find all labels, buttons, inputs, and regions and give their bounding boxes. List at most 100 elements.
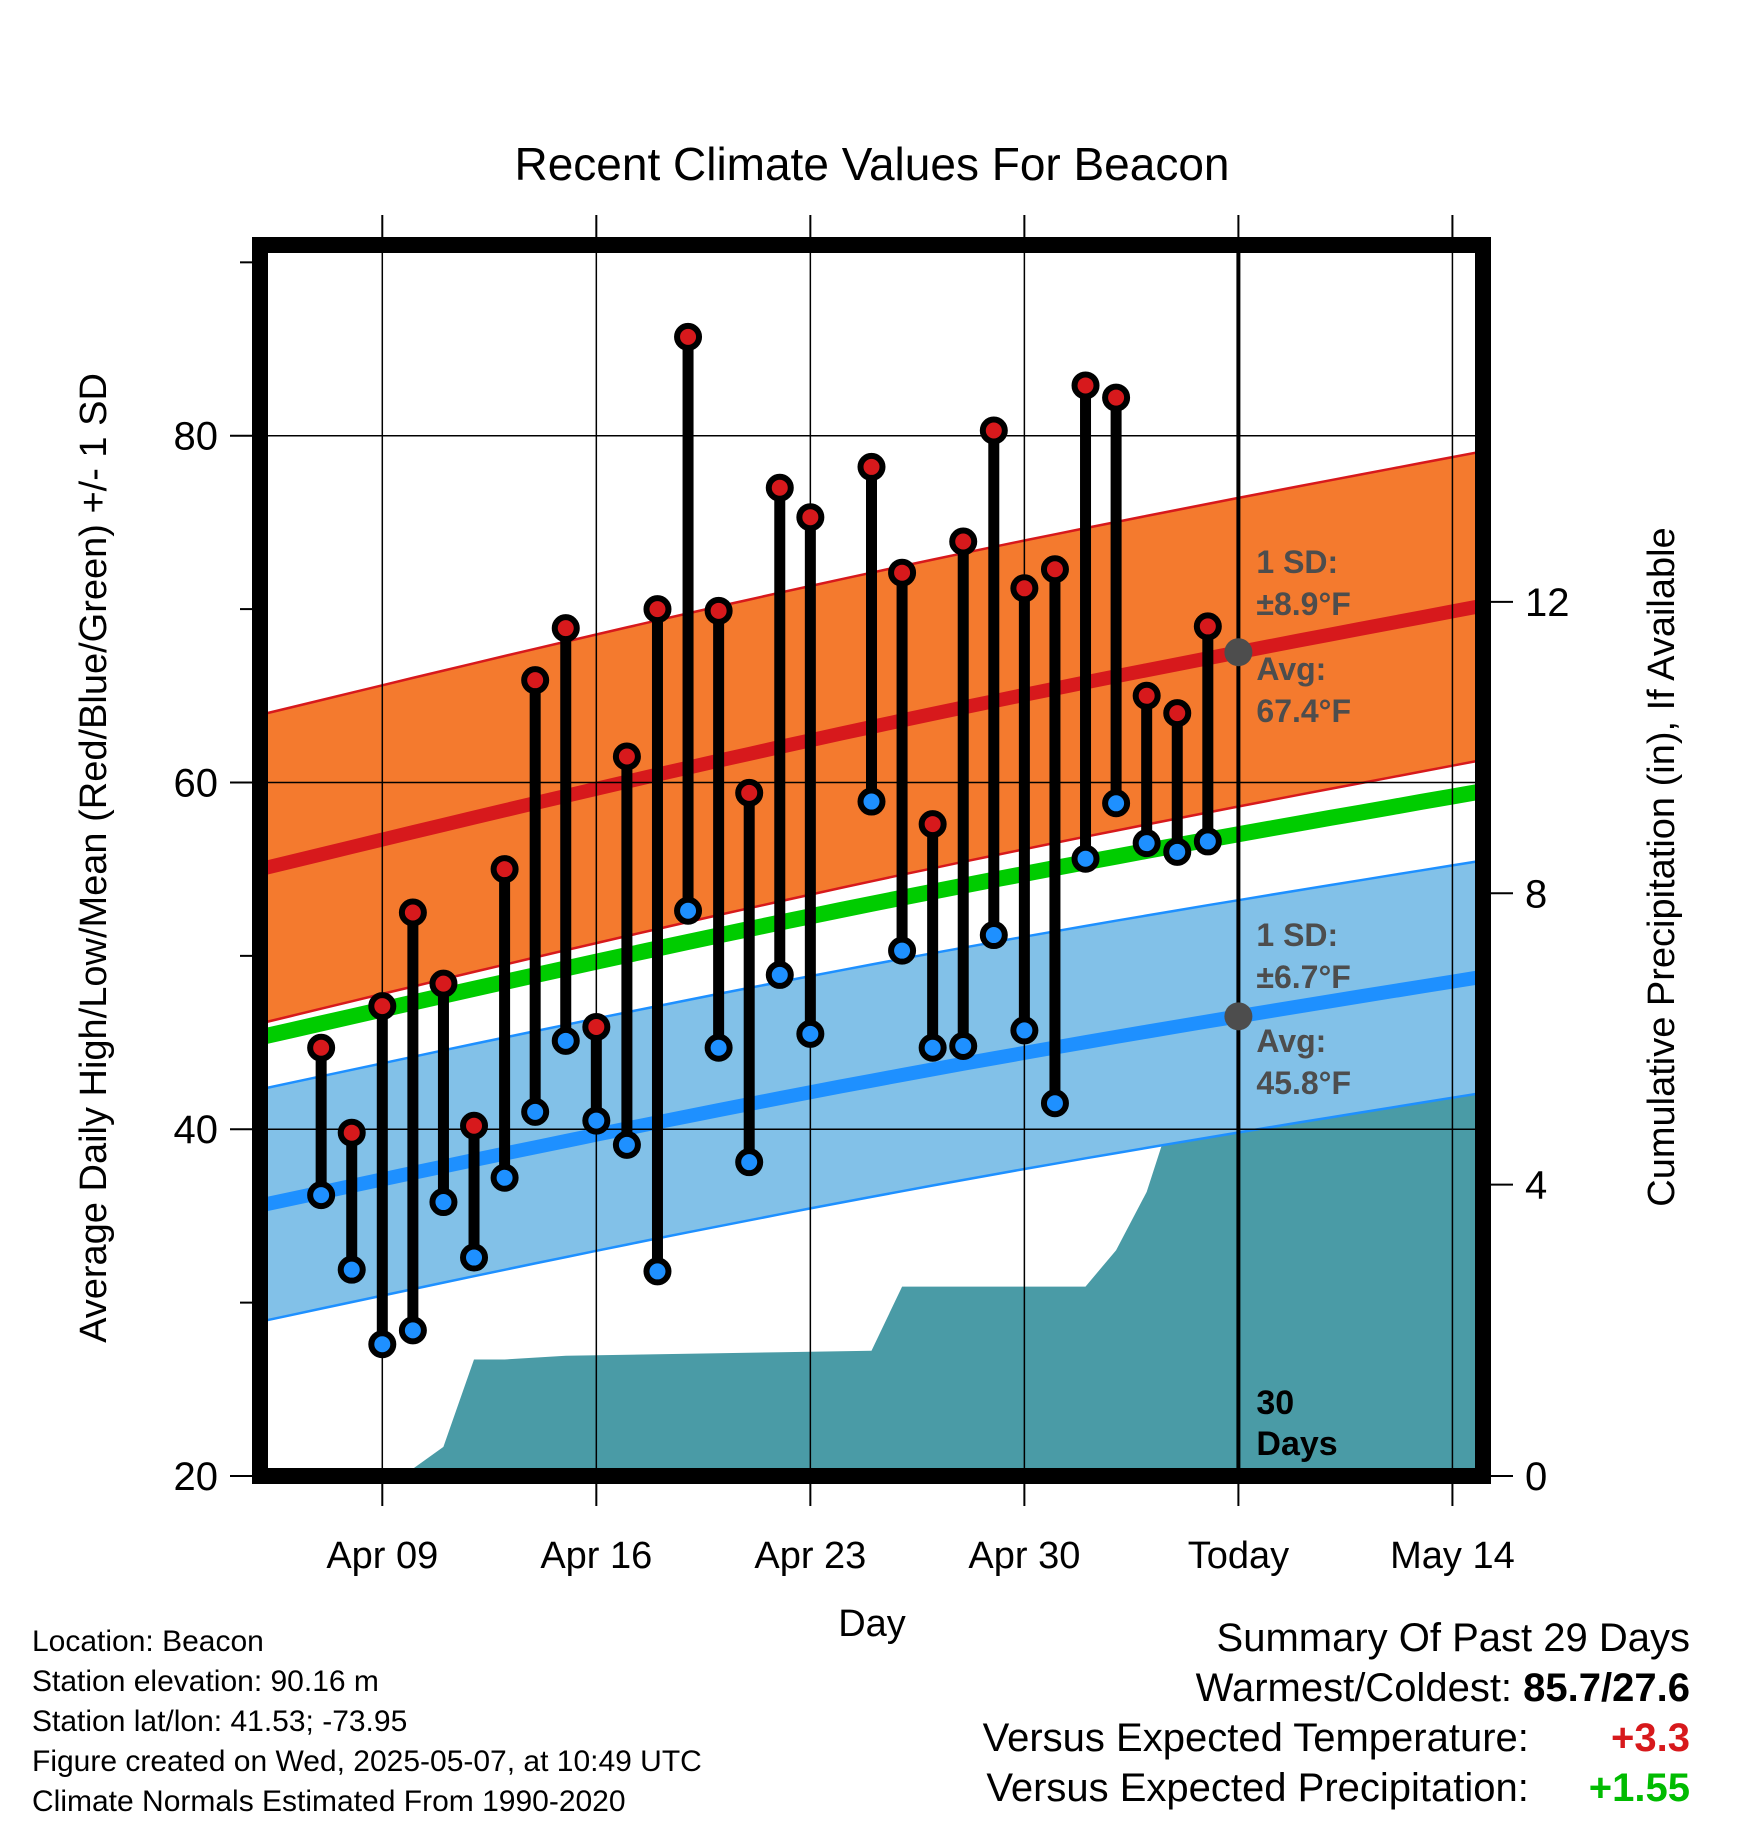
daily-low-point [582,1106,611,1135]
daily-low-point [368,1330,397,1359]
daily-high-point [307,1033,336,1062]
daily-low-point [888,936,917,965]
daily-low-point [490,1163,519,1192]
daily-high-point [429,969,458,998]
daily-low-point [704,1033,733,1062]
summary-title: Summary Of Past 29 Days [1216,1616,1690,1660]
precip-area [260,1082,1483,1476]
today-days-label: Days [1256,1425,1337,1463]
y-right-tick-label: 8 [1525,872,1547,916]
y-axis-label-left: Average Daily High/Low/Mean (Red/Blue/Gr… [73,373,115,1343]
precip-departure-row: Versus Expected Precipitation: +1.55 [983,1763,1690,1813]
plot-area: 1 SD: ±8.9°F Avg: 67.4°F 1 SD: ±6.7°F Avg: 45.8… [174,215,1570,1577]
daily-high-point [1102,383,1131,412]
daily-low-point [612,1130,641,1159]
x-tick-label: May 14 [1390,1535,1515,1577]
daily-low-point [398,1316,427,1345]
created-text: Figure created on Wed, 2025-05-07, at 10… [32,1745,702,1778]
x-axis-label: Day [838,1603,906,1645]
daily-low-point [1132,829,1161,858]
low-normal-line [258,969,1485,1213]
y-left-tick-label: 20 [174,1455,219,1499]
y-left-tick-label: 60 [174,761,219,805]
daily-low-point [307,1181,336,1210]
daily-high-point [337,1118,366,1147]
daily-high-point [1010,574,1039,603]
daily-low-point [1193,827,1222,856]
daily-high-point [765,473,794,502]
plot-frame [252,237,1491,1484]
normals-text: Climate Normals Estimated From 1990-2020 [32,1785,626,1818]
low-sd-value: ±6.7°F [1256,959,1350,995]
daily-low-point [1040,1089,1069,1118]
daily-low-point [1163,837,1192,866]
low-avg-value: 45.8°F [1256,1065,1351,1101]
daily-low-point [521,1097,550,1126]
daily-high-point [1071,371,1100,400]
daily-high-point [460,1111,489,1140]
daily-high-point [735,778,764,807]
daily-high-point [704,596,733,625]
daily-low-point [674,896,703,925]
daily-low-point [1071,844,1100,873]
latlon-text: Station lat/lon: 41.53; -73.95 [32,1705,408,1738]
x-tick-label: Apr 09 [326,1535,438,1577]
y-left-tick-label: 40 [174,1108,219,1152]
daily-high-point [551,614,580,643]
daily-high-point [949,527,978,556]
high-sd-value: ±8.9°F [1256,586,1350,622]
daily-low-point [796,1019,825,1048]
daily-high-point [368,992,397,1021]
daily-high-point [643,595,672,624]
temp-departure-label: Versus Expected Temperature: [982,1716,1529,1760]
mean-normal-line [258,783,1485,1046]
daily-low-point [857,787,886,816]
daily-high-point [1040,555,1069,584]
summary-panel: Summary Of Past 29 Days Warmest/Coldest:… [983,1613,1690,1813]
precip-departure-label: Versus Expected Precipitation: [986,1766,1529,1810]
daily-high-point [888,558,917,587]
x-tick-label: Apr 23 [754,1535,866,1577]
daily-low-point [735,1148,764,1177]
daily-low-point [1102,789,1131,818]
warmest-coldest-row: Warmest/Coldest: 85.7/27.6 [983,1663,1690,1713]
high-avg-label: Avg: [1256,651,1326,687]
today-days-label: 30 [1256,1384,1294,1422]
daily-high-point [674,322,703,351]
y-right-tick-label: 0 [1525,1455,1547,1499]
daily-high-point [582,1012,611,1041]
x-tick-label: Apr 30 [968,1535,1080,1577]
high-sd-label: 1 SD: [1256,544,1338,580]
daily-high-point [979,416,1008,445]
today-high-avg-marker [1224,638,1253,667]
temp-departure-row: Versus Expected Temperature: +3.3 [983,1713,1690,1763]
daily-high-point [796,503,825,532]
elevation-text: Station elevation: 90.16 m [32,1665,379,1698]
daily-high-point [521,666,550,695]
high-normal-band-lower-edge [259,758,1484,1025]
daily-low-point [1010,1016,1039,1045]
low-avg-label: Avg: [1256,1023,1326,1059]
precip-departure-value: +1.55 [1588,1766,1690,1810]
location-text: Location: Beacon [32,1625,264,1658]
low-normal-band-lower-edge [259,1091,1484,1323]
daily-low-point [918,1033,947,1062]
station-info: Location: Beacon Station elevation: 90.1… [32,1622,702,1822]
daily-low-point [643,1257,672,1286]
x-tick-label: Apr 16 [540,1535,652,1577]
y-right-tick-label: 4 [1525,1164,1547,1208]
high-avg-value: 67.4°F [1256,693,1351,729]
daily-low-point [337,1255,366,1284]
warmest-coldest-value: 85.7/27.6 [1523,1666,1690,1710]
daily-high-point [1132,681,1161,710]
y-right-tick-label: 12 [1525,581,1570,625]
daily-low-point [551,1026,580,1055]
daily-high-point [1193,612,1222,641]
daily-low-point [949,1032,978,1061]
temp-departure-value: +3.3 [1611,1716,1690,1760]
daily-low-point [979,921,1008,950]
x-tick-label: Today [1188,1535,1289,1577]
low-sd-label: 1 SD: [1256,917,1338,953]
daily-high-point [612,742,641,771]
